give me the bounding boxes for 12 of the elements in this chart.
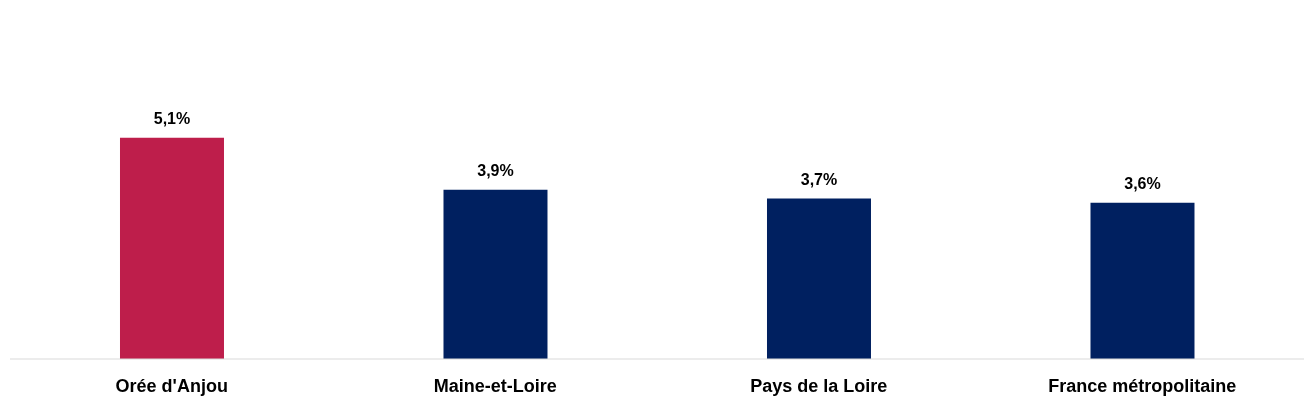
x-tick-label: France métropolitaine xyxy=(1048,375,1237,396)
data-label: 3,9% xyxy=(477,161,514,179)
bar xyxy=(119,137,224,359)
data-label: 3,7% xyxy=(800,170,838,188)
data-label: 5,1% xyxy=(153,109,191,127)
bar xyxy=(443,189,548,359)
data-label: 3,6% xyxy=(1124,174,1161,192)
bar xyxy=(766,198,871,359)
bar xyxy=(1090,202,1195,359)
x-tick-label: Orée d'Anjou xyxy=(115,375,228,396)
x-tick-label: Maine-et-Loire xyxy=(433,375,557,396)
x-tick-label: Pays de la Loire xyxy=(750,375,888,396)
